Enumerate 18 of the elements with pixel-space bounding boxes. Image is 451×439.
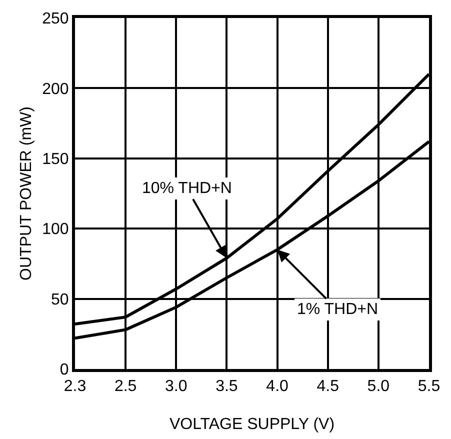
x-tick-label: 4.5 — [316, 378, 340, 396]
x-tick-label: 2.3 — [64, 378, 86, 396]
x-tick-label: 2.5 — [114, 378, 137, 396]
annotation: 1% THD+N — [297, 301, 378, 318]
y-axis-title: OUTPUT POWER (mW) — [18, 106, 35, 280]
x-tick-label: 5.5 — [418, 378, 440, 396]
y-tick-label: 0 — [60, 362, 69, 379]
x-tick-label: 5.0 — [367, 378, 390, 396]
x-tick-label: 4.0 — [266, 378, 289, 396]
y-tick-label: 200 — [42, 80, 69, 98]
annotation: 10% THD+N — [142, 180, 232, 197]
x-tick-label: 3.5 — [216, 378, 238, 396]
x-axis-title: VOLTAGE SUPPLY (V) — [169, 416, 335, 433]
y-tick-label: 150 — [42, 151, 69, 168]
y-tick-label: 250 — [42, 10, 69, 28]
y-tick-label: 100 — [42, 221, 69, 238]
y-tick-label: 50 — [51, 291, 69, 308]
x-tick-label: 3.0 — [165, 378, 188, 396]
